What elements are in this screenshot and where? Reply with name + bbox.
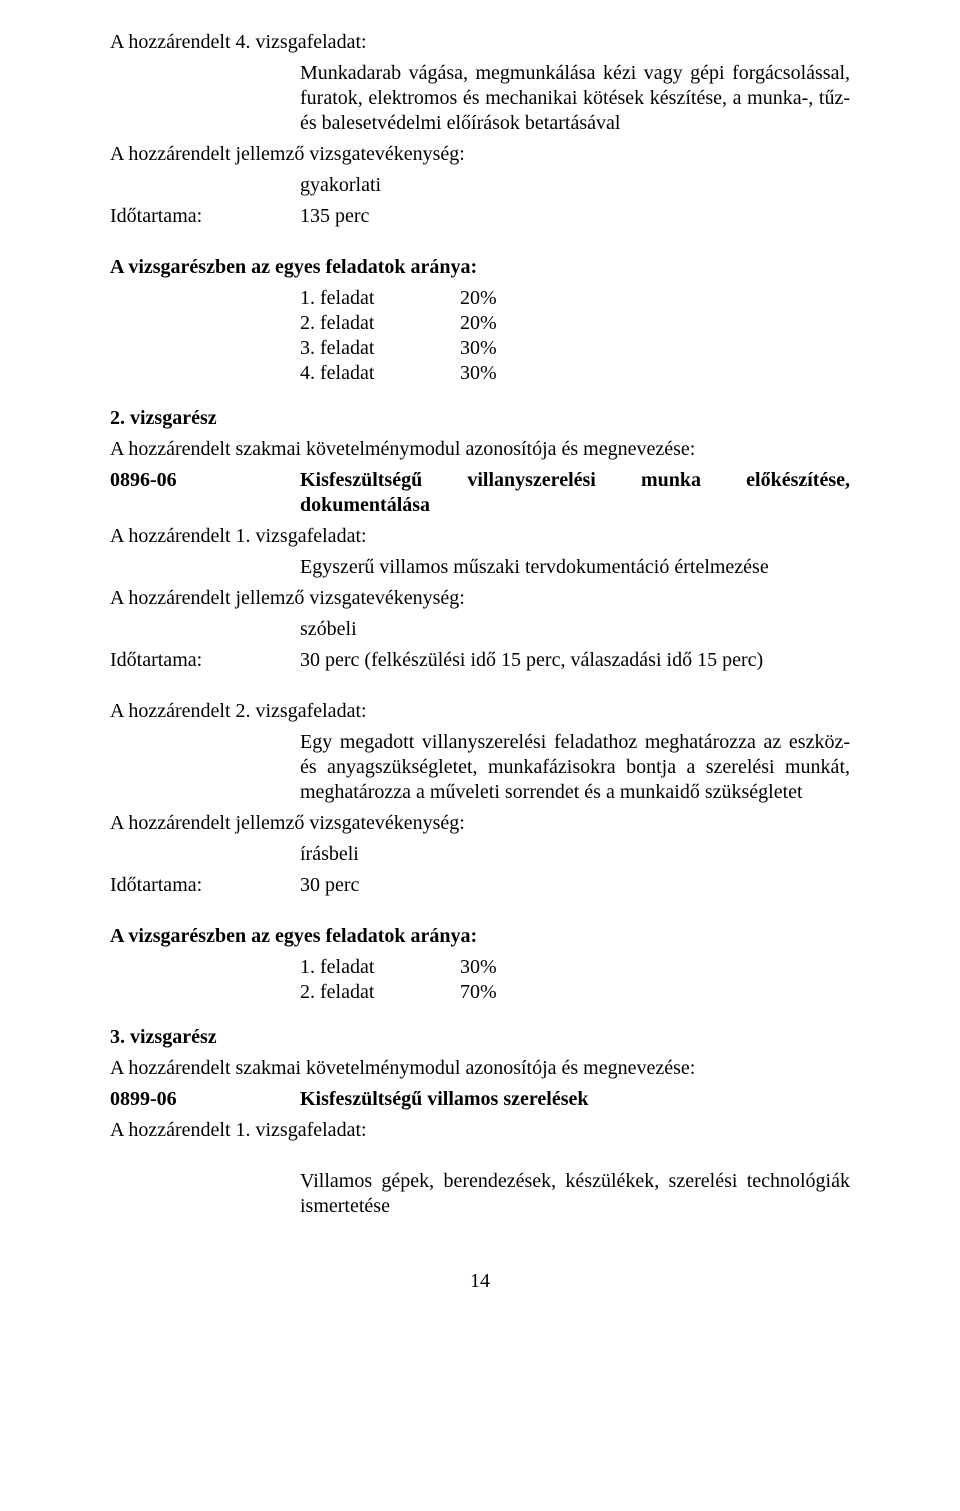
- s2-title: 2. vizsgarész: [110, 406, 850, 431]
- s2-task2-heading: A hozzárendelt 2. vizsgafeladat:: [110, 699, 850, 724]
- s2-module-title: Kisfeszültségű villanyszerelési munka el…: [300, 468, 850, 518]
- s2-duration-label: Időtartama:: [110, 648, 300, 673]
- s1-feladat-label: 3. feladat: [300, 336, 460, 361]
- s2-duration-row: Időtartama: 30 perc (felkészülési idő 15…: [110, 648, 850, 673]
- s1-duration-row: Időtartama: 135 perc: [110, 204, 850, 229]
- s2-jv2-value: írásbeli: [110, 842, 850, 867]
- s2-module-code: 0896-06: [110, 468, 300, 518]
- s2-ratio-title: A vizsgarészben az egyes feladatok arány…: [110, 924, 850, 949]
- s2-task2-description: Egy megadott villanyszerelési feladathoz…: [110, 730, 850, 805]
- s1-duration-value: 135 perc: [300, 204, 369, 229]
- s1-feladat-label: 1. feladat: [300, 286, 460, 311]
- page-number: 14: [110, 1269, 850, 1294]
- s2-jv-value: szóbeli: [110, 617, 850, 642]
- s1-task4-heading: A hozzárendelt 4. vizsgafeladat:: [110, 30, 850, 55]
- s1-feladat-val: 30%: [460, 361, 497, 386]
- s1-feladat-val: 30%: [460, 336, 497, 361]
- s2-module-intro: A hozzárendelt szakmai követelménymodul …: [110, 437, 850, 462]
- s3-module-title: Kisfeszültségű villamos szerelések: [300, 1087, 850, 1112]
- s1-jv-label: A hozzárendelt jellemző vizsgatevékenysé…: [110, 142, 850, 167]
- s2-feladat-val: 70%: [460, 980, 497, 1005]
- s3-task1-heading: A hozzárendelt 1. vizsgafeladat:: [110, 1118, 850, 1143]
- s1-ratio-title: A vizsgarészben az egyes feladatok arány…: [110, 255, 850, 280]
- s3-module-intro: A hozzárendelt szakmai követelménymodul …: [110, 1056, 850, 1081]
- s1-duration-label: Időtartama:: [110, 204, 300, 229]
- s2-jv-label: A hozzárendelt jellemző vizsgatevékenysé…: [110, 586, 850, 611]
- s3-title: 3. vizsgarész: [110, 1025, 850, 1050]
- s2-task1-heading: A hozzárendelt 1. vizsgafeladat:: [110, 524, 850, 549]
- s1-feladat-label: 2. feladat: [300, 311, 460, 336]
- s1-task4-description: Munkadarab vágása, megmunkálása kézi vag…: [110, 61, 850, 136]
- s3-task1-description: Villamos gépek, berendezések, készülékek…: [110, 1169, 850, 1219]
- s1-jv-value: gyakorlati: [110, 173, 850, 198]
- s3-module-code: 0899-06: [110, 1087, 300, 1112]
- s1-feladat-row-4: 4. feladat 30%: [110, 361, 850, 386]
- s2-feladat-label: 1. feladat: [300, 955, 460, 980]
- s2-feladat-val: 30%: [460, 955, 497, 980]
- s2-feladat-row-1: 1. feladat 30%: [110, 955, 850, 980]
- s2-module-line: 0896-06 Kisfeszültségű villanyszerelési …: [110, 468, 850, 518]
- s2-duration-value: 30 perc (felkészülési idő 15 perc, válas…: [300, 648, 850, 673]
- s1-feladat-row-1: 1. feladat 20%: [110, 286, 850, 311]
- s2-jv2-label: A hozzárendelt jellemző vizsgatevékenysé…: [110, 811, 850, 836]
- s2-feladat-row-2: 2. feladat 70%: [110, 980, 850, 1005]
- s3-module-line: 0899-06 Kisfeszültségű villamos szerelés…: [110, 1087, 850, 1112]
- s1-feladat-row-3: 3. feladat 30%: [110, 336, 850, 361]
- s1-feladat-val: 20%: [460, 286, 497, 311]
- s2-feladat-label: 2. feladat: [300, 980, 460, 1005]
- s1-feladat-val: 20%: [460, 311, 497, 336]
- s2-task1-description: Egyszerű villamos műszaki tervdokumentác…: [110, 555, 850, 580]
- s2-duration2-value: 30 perc: [300, 873, 359, 898]
- s2-duration2-row: Időtartama: 30 perc: [110, 873, 850, 898]
- s1-feladat-label: 4. feladat: [300, 361, 460, 386]
- s1-feladat-row-2: 2. feladat 20%: [110, 311, 850, 336]
- s2-duration2-label: Időtartama:: [110, 873, 300, 898]
